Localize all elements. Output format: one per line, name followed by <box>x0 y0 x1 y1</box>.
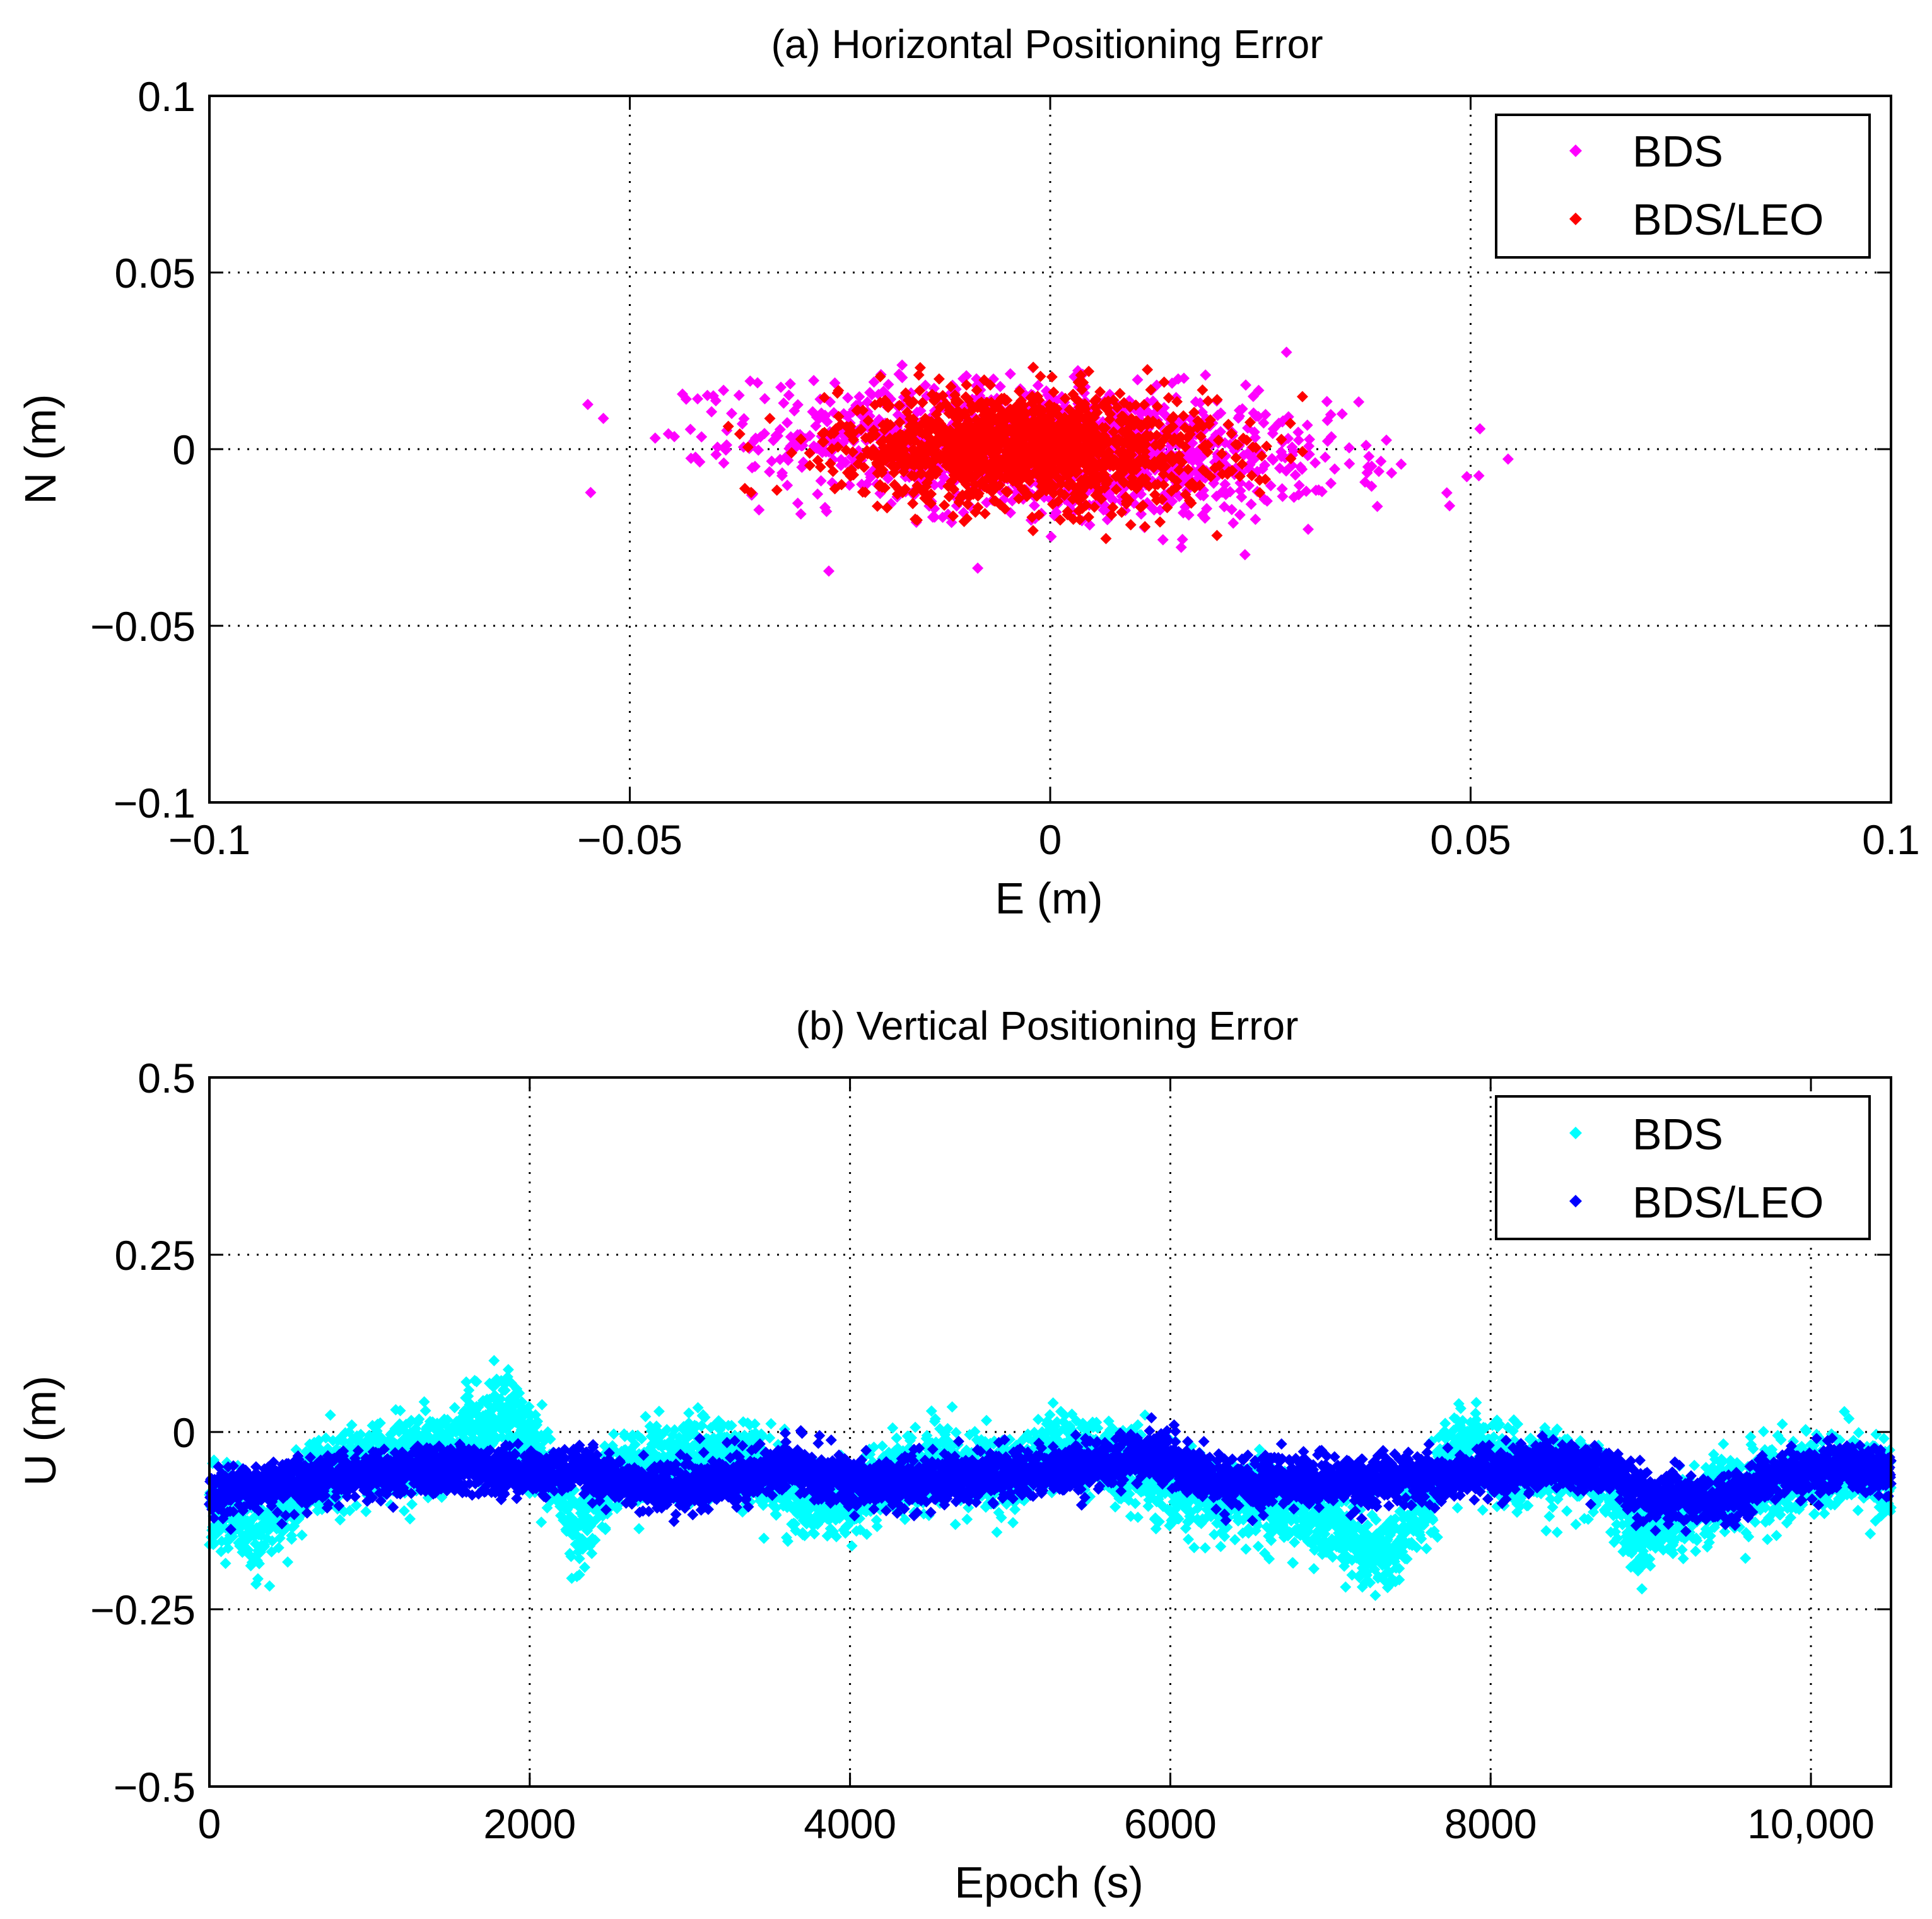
panel-a-legend-marker-bds <box>1569 144 1582 157</box>
x-tick-label: −0.05 <box>577 816 682 863</box>
panel-b-title: (b) Vertical Positioning Error <box>796 1003 1299 1048</box>
panel-a-x-ticks: −0.1 −0.05 0 0.05 0.1 <box>168 96 1920 863</box>
panel-horizontal-error: (a) Horizontal Positioning Error −0.1 −0.… <box>16 21 1920 923</box>
y-tick-label: −0.5 <box>114 1764 196 1810</box>
x-tick-label: 0 <box>198 1800 221 1847</box>
y-tick-label: 0.5 <box>138 1055 196 1101</box>
panel-a-legend-box <box>1495 114 1871 259</box>
y-tick-label: −0.05 <box>90 603 196 650</box>
panel-a-x-axis-label: E (m) <box>995 874 1103 923</box>
y-tick-label: −0.25 <box>90 1587 196 1633</box>
panel-b-legend-marker-bds <box>1569 1127 1582 1139</box>
x-tick-label: −0.1 <box>168 816 250 863</box>
x-tick-label: 2000 <box>483 1800 576 1847</box>
y-tick-label: 0.25 <box>115 1232 196 1279</box>
y-tick-label: 0 <box>172 1409 196 1456</box>
panel-b-y-axis-label: U (m) <box>16 1376 65 1486</box>
panel-a-grid <box>209 96 1891 802</box>
panel-b-legend-label-bds-leo: BDS/LEO <box>1632 1178 1824 1227</box>
panel-b-y-ticks: −0.5 −0.25 0 0.25 0.5 <box>90 1055 1891 1810</box>
panel-b-grid <box>209 1077 1891 1787</box>
panel-a-legend-label-bds-leo: BDS/LEO <box>1632 195 1824 244</box>
x-tick-label: 4000 <box>804 1800 896 1847</box>
panel-a-legend-label-bds: BDS <box>1632 127 1723 176</box>
panel-b-points <box>204 1354 1897 1601</box>
panel-b-legend-box <box>1495 1095 1871 1240</box>
y-tick-label: 0.1 <box>138 73 196 120</box>
panel-b-x-ticks: 0 2000 4000 6000 8000 10,000 <box>198 1077 1875 1847</box>
panel-b-legend: BDS BDS/LEO <box>1495 1095 1871 1240</box>
x-tick-label: 0 <box>1039 816 1062 863</box>
panel-b-legend-label-bds: BDS <box>1632 1110 1723 1159</box>
panel-a-title: (a) Horizontal Positioning Error <box>771 21 1323 67</box>
panel-a-series-bds-leo-points <box>722 361 1308 544</box>
x-tick-label: 10,000 <box>1747 1800 1875 1847</box>
x-tick-label: 0.1 <box>1862 816 1920 863</box>
x-tick-label: 6000 <box>1124 1800 1217 1847</box>
y-tick-label: 0 <box>172 426 196 473</box>
panel-b-series-bds-leo-points <box>204 1412 1897 1537</box>
panel-a-points <box>582 346 1514 577</box>
panel-b-x-axis-label: Epoch (s) <box>954 1858 1144 1907</box>
panel-b-legend-marker-bds-leo <box>1569 1195 1582 1207</box>
panel-vertical-error: (b) Vertical Positioning Error 0 2000 4000… <box>16 1003 1897 1907</box>
x-tick-label: 0.05 <box>1430 816 1511 863</box>
x-tick-label: 8000 <box>1444 1800 1537 1847</box>
panel-a-legend-marker-bds-leo <box>1569 213 1582 225</box>
y-tick-label: 0.05 <box>115 250 196 296</box>
panel-a-y-ticks: −0.1 −0.05 0 0.05 0.1 <box>90 73 1891 826</box>
y-tick-label: −0.1 <box>114 780 196 826</box>
panel-a-y-axis-label: N (m) <box>16 394 65 505</box>
panel-a-legend: BDS BDS/LEO <box>1495 114 1871 259</box>
